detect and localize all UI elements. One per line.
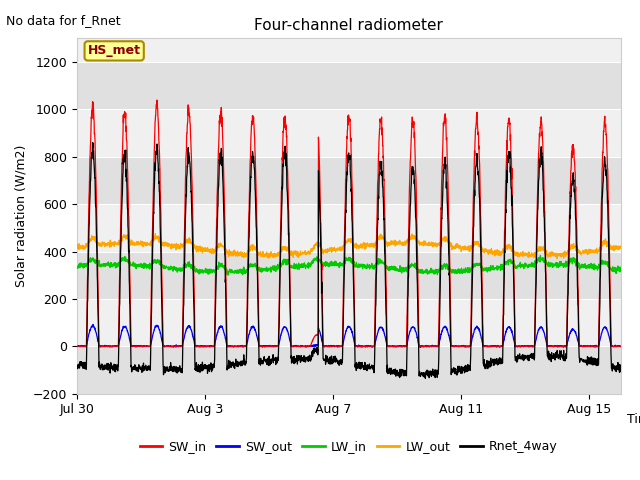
Bar	[77, 299, 621, 346]
Bar	[77, 204, 621, 252]
Bar	[77, 109, 621, 157]
Bar	[77, 38, 621, 62]
Title: Four-channel radiometer: Four-channel radiometer	[254, 18, 444, 33]
Bar	[77, 346, 621, 394]
Legend: SW_in, SW_out, LW_in, LW_out, Rnet_4way: SW_in, SW_out, LW_in, LW_out, Rnet_4way	[134, 435, 563, 458]
X-axis label: Time: Time	[627, 413, 640, 426]
Text: HS_met: HS_met	[88, 44, 141, 58]
Y-axis label: Solar radiation (W/m2): Solar radiation (W/m2)	[14, 145, 27, 287]
Bar	[77, 157, 621, 204]
Bar	[77, 62, 621, 109]
Text: No data for f_Rnet: No data for f_Rnet	[6, 14, 121, 27]
Bar	[77, 252, 621, 299]
